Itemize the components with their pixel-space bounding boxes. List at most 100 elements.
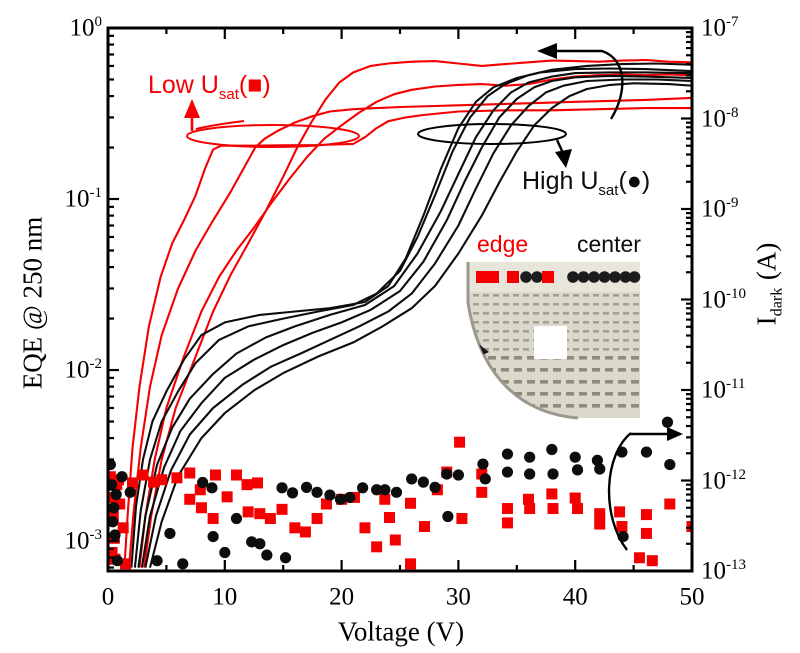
x-axis-label: Voltage (V) <box>337 616 465 647</box>
center-dark-current-point <box>640 446 653 458</box>
edge-dark-current-point <box>184 493 196 505</box>
series-low-usat-eqe-2 <box>127 96 691 568</box>
y-right-subscript: dark <box>767 287 786 317</box>
edge-dark-current-point <box>299 526 311 538</box>
center-dark-current-point <box>371 484 383 496</box>
inset-center-die-marker <box>531 271 543 283</box>
x-tick-label: 20 <box>329 583 355 611</box>
center-dark-current-point <box>109 516 119 528</box>
center-dark-current-point <box>441 468 453 480</box>
center-dark-current-point <box>109 529 121 541</box>
edge-dark-current-point <box>646 555 658 567</box>
inset-center-die-marker <box>577 271 590 283</box>
inset-center-die-marker <box>628 271 641 283</box>
center-dark-current-point <box>276 482 288 494</box>
center-dark-current-point <box>109 502 120 514</box>
inset-center-die-marker <box>588 271 600 283</box>
edge-dark-current-point <box>633 552 645 564</box>
edge-dark-current-point <box>156 474 168 486</box>
high-usat-annotation-label: High Usat(●) <box>522 167 650 199</box>
center-dark-current-point <box>546 443 558 456</box>
inset-edge-die-marker <box>507 271 519 283</box>
edge-dark-current-point <box>114 498 126 510</box>
edge-dark-current-point <box>476 468 488 480</box>
x-tick-label: 10 <box>212 583 238 611</box>
edge-dark-current-point <box>501 517 513 529</box>
center-dark-current-point <box>429 481 441 493</box>
center-dark-current-point <box>501 448 514 460</box>
center-dark-current-point <box>524 468 536 480</box>
center-dark-current-point <box>571 464 584 476</box>
x-tick-label: 50 <box>679 583 705 611</box>
series-low-usat-eqe-4 <box>143 58 691 568</box>
low-usat-square-icon: (■) <box>238 71 271 99</box>
edge-dark-current-point <box>320 498 332 510</box>
edge-dark-current-point <box>524 503 536 515</box>
y-right-tick-label: 10-13 <box>701 557 746 585</box>
inset-wafer-photo <box>466 262 641 420</box>
center-dark-current-point <box>477 458 489 470</box>
high-usat-circle-icon: (●) <box>618 167 651 195</box>
x-tick-label: 0 <box>101 583 115 611</box>
low-usat-text: Low U <box>148 71 219 99</box>
center-dark-current-point <box>111 555 123 567</box>
inset-center-die-marker <box>598 271 611 283</box>
center-dark-current-point <box>279 552 292 564</box>
edge-dark-current-point <box>221 491 233 503</box>
edge-dark-current-point <box>252 477 264 489</box>
center-dark-current-point <box>594 463 606 475</box>
center-dark-current-point <box>524 451 536 463</box>
edge-dark-current-point <box>572 503 584 515</box>
edge-dark-current-point <box>359 522 371 534</box>
edge-dark-current-point <box>614 506 626 518</box>
edge-dark-current-point <box>311 513 323 525</box>
inset-edge-die-marker <box>542 271 554 283</box>
edge-dark-current-point <box>230 469 242 481</box>
scatter-to-right-axis-arrow <box>607 432 632 551</box>
y-left-tick-label: 100 <box>69 14 103 42</box>
center-dark-current-point <box>300 481 313 493</box>
center-dark-current-point <box>110 488 122 501</box>
edge-dark-current-point <box>456 513 468 525</box>
data-layer <box>109 58 691 570</box>
edge-dark-current-point <box>194 484 206 496</box>
high-usat-ellipse <box>417 123 567 145</box>
edge-dark-current-point <box>569 492 581 504</box>
edge-dark-current-point <box>389 534 401 546</box>
inset-center-label: center <box>577 231 641 257</box>
center-dark-current-point <box>324 489 336 501</box>
edge-dark-current-point <box>264 513 276 525</box>
low-usat-ellipse <box>186 124 360 148</box>
x-tick-label: 40 <box>562 583 588 611</box>
edge-dark-current-point <box>195 502 207 514</box>
inset-edge-die-marker <box>487 271 499 283</box>
y-right-tick-label: 10-7 <box>701 14 739 42</box>
high-usat-sub: sat <box>598 182 619 199</box>
edge-dark-current-point <box>501 503 513 515</box>
edge-dark-current-point <box>383 512 395 524</box>
series-high-usat-eqe-3 <box>137 71 691 568</box>
curves-to-left-axis-arrow <box>552 49 624 120</box>
y-axis-label-left: EQE @ 250 nm <box>17 216 48 390</box>
edge-dark-current-point <box>419 521 431 533</box>
edge-dark-current-point <box>546 488 558 500</box>
inset-center-die-marker <box>609 271 621 283</box>
edge-dark-current-point <box>640 527 652 539</box>
inset-center-die-marker <box>520 271 532 283</box>
high-usat-text: High U <box>522 167 599 195</box>
edge-dark-current-point <box>127 477 139 489</box>
edge-dark-current-point <box>664 498 676 510</box>
y-axis-label-right: Idark (A) <box>751 243 786 326</box>
series-high-usat-eqe-2 <box>133 62 691 568</box>
edge-dark-current-point <box>594 508 606 520</box>
center-dark-current-point <box>254 538 266 550</box>
y-right-tick-label: 10-12 <box>701 466 746 494</box>
center-dark-current-point <box>219 546 231 559</box>
center-dark-current-point <box>286 487 299 499</box>
inset-marker-row <box>476 271 641 283</box>
center-dark-current-point <box>197 476 209 489</box>
y-left-tick-label: 10-1 <box>64 185 103 213</box>
y-right-tick-label: 10-9 <box>701 195 739 223</box>
edge-dark-current-point <box>476 486 488 498</box>
